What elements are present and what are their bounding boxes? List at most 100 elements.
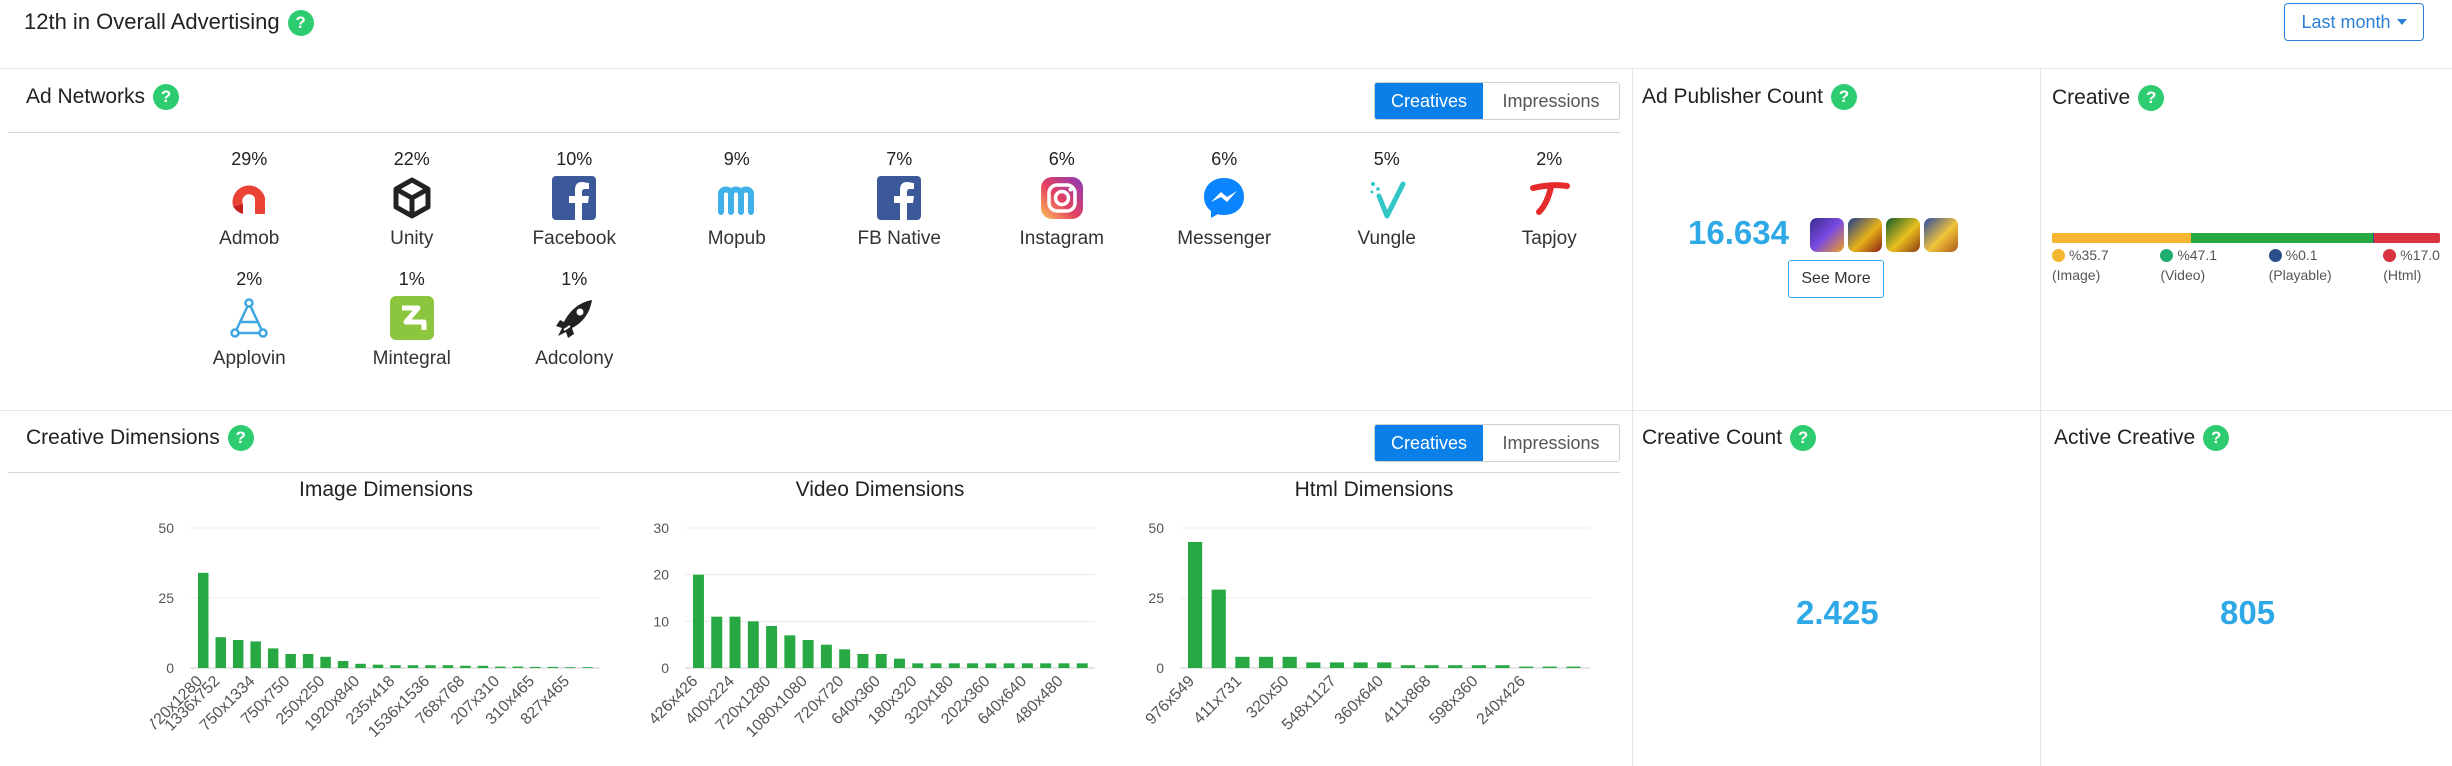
network-item-messenger[interactable]: 6% Messenger — [1143, 146, 1306, 252]
x-tick-label: 598x360 — [1426, 673, 1482, 729]
impressions-toggle-button[interactable]: Impressions — [1483, 425, 1619, 461]
bar — [215, 637, 226, 668]
creative-dimensions-label: Creative Dimensions — [26, 426, 220, 449]
divider — [0, 68, 2452, 69]
network-item-unity[interactable]: 22% Unity — [331, 146, 494, 252]
chevron-down-icon — [2396, 19, 2407, 25]
app-icon-slots[interactable] — [1886, 218, 1920, 252]
bar — [747, 621, 759, 668]
help-icon[interactable]: ? — [1830, 84, 1857, 111]
bar — [425, 665, 436, 668]
network-pct: 2% — [236, 269, 263, 289]
bar — [766, 626, 778, 668]
ad-publisher-count-title: Ad Publisher Count? — [1642, 81, 1857, 113]
network-item-admob[interactable]: 29% Admob — [168, 146, 331, 252]
network-pct: 1% — [561, 269, 588, 289]
legend-label: (Html) — [2383, 267, 2422, 283]
network-item-tapjoy[interactable]: 2% Tapjoy — [1468, 146, 1631, 252]
bar — [1519, 666, 1534, 668]
bar — [857, 654, 869, 668]
network-name: Instagram — [1019, 228, 1104, 249]
impressions-toggle-button[interactable]: Impressions — [1483, 83, 1619, 119]
creative-type-segment — [2052, 233, 2191, 243]
bar — [565, 667, 576, 668]
help-icon[interactable]: ? — [2203, 425, 2230, 452]
network-item-instagram[interactable]: 6% Instagram — [981, 146, 1144, 252]
network-item-adcolony[interactable]: 1% Adcolony — [493, 266, 656, 372]
bar — [372, 664, 384, 668]
see-more-button[interactable]: See More — [1788, 260, 1884, 298]
network-item-mopub[interactable]: 9% Mopub — [656, 146, 819, 252]
creative-count-label: Creative Count — [1642, 426, 1783, 449]
bar — [1495, 665, 1510, 668]
y-tick-label: 0 — [1156, 660, 1164, 676]
bar — [1058, 663, 1070, 668]
help-icon[interactable]: ? — [2138, 85, 2165, 112]
bar — [1021, 663, 1033, 668]
network-pct: 9% — [723, 149, 750, 169]
legend-pct: %47.1 — [2177, 247, 2218, 263]
bar — [693, 574, 704, 668]
ad-publisher-count-value: 16.634 — [1688, 214, 1789, 251]
network-item-vungle[interactable]: 5% Vungle — [1306, 146, 1469, 252]
network-pct: 2% — [1536, 149, 1563, 169]
y-tick-label: 25 — [1148, 590, 1164, 606]
bar — [267, 648, 279, 668]
tapjoy-icon — [1525, 174, 1573, 222]
x-tick-label: 360x640 — [1332, 673, 1388, 729]
app-icon-rocket[interactable] — [1810, 218, 1844, 252]
bar — [1353, 662, 1368, 668]
help-icon[interactable]: ? — [227, 425, 254, 452]
bar — [985, 663, 997, 668]
ad-networks-label: Ad Networks — [26, 85, 146, 108]
network-name: Messenger — [1177, 228, 1272, 249]
x-tick-label: 411x731 — [1191, 673, 1246, 728]
network-item-mintegral[interactable]: 1% Mintegral — [331, 266, 494, 372]
y-tick-label: 25 — [158, 590, 174, 606]
help-icon[interactable]: ? — [153, 84, 180, 111]
network-name: Adcolony — [535, 348, 614, 369]
bar — [1566, 666, 1581, 668]
x-tick-label: 411x868 — [1380, 673, 1435, 728]
creative-count-title: Creative Count? — [1642, 422, 1817, 454]
creative-dimensions-title: Creative Dimensions? — [26, 422, 254, 454]
bar — [1282, 656, 1297, 668]
network-pct: 29% — [231, 149, 268, 169]
period-label: Last month — [2301, 11, 2391, 32]
legend-label: (Playable) — [2268, 267, 2332, 283]
network-item-fb-native[interactable]: 7% FB Native — [818, 146, 981, 252]
legend-dot — [2268, 248, 2282, 262]
bar — [337, 661, 349, 668]
legend-image: %35.7 (Image) — [2052, 245, 2109, 285]
creatives-toggle-button[interactable]: Creatives — [1375, 425, 1483, 461]
bar — [729, 616, 741, 668]
bar — [232, 640, 244, 668]
bar — [1400, 665, 1416, 668]
app-icon-slots[interactable] — [1848, 218, 1882, 252]
creatives-toggle-button[interactable]: Creatives — [1375, 83, 1483, 119]
bar — [784, 635, 796, 668]
period-dropdown[interactable]: Last month — [2284, 3, 2424, 41]
bar — [302, 654, 314, 668]
network-item-facebook[interactable]: 10% Facebook — [493, 146, 656, 252]
y-tick-label: 30 — [653, 520, 669, 536]
x-tick-label: 240x426 — [1474, 673, 1530, 729]
bar — [948, 663, 960, 668]
network-item-applovin[interactable]: 2% Applovin — [168, 266, 331, 372]
legend-playable: %0.1 (Playable) — [2268, 245, 2332, 285]
legend-pct: %17.0 — [2400, 247, 2440, 263]
admob-icon — [225, 174, 273, 222]
adcolony-icon — [550, 294, 598, 342]
bar — [198, 572, 209, 668]
help-icon[interactable]: ? — [1790, 425, 1817, 452]
divider — [8, 472, 1620, 473]
legend-video: %47.1 (Video) — [2160, 245, 2217, 285]
x-tick-label: 976x549 — [1142, 673, 1198, 729]
y-tick-label: 50 — [1148, 520, 1164, 536]
network-name: Unity — [390, 228, 434, 249]
creative-type-segment — [2190, 233, 2374, 243]
creative-dimensions-toggle: Creatives Impressions — [1374, 424, 1620, 462]
help-icon[interactable]: ? — [287, 10, 314, 37]
app-icon-slots[interactable] — [1924, 218, 1958, 252]
bar — [930, 663, 942, 668]
